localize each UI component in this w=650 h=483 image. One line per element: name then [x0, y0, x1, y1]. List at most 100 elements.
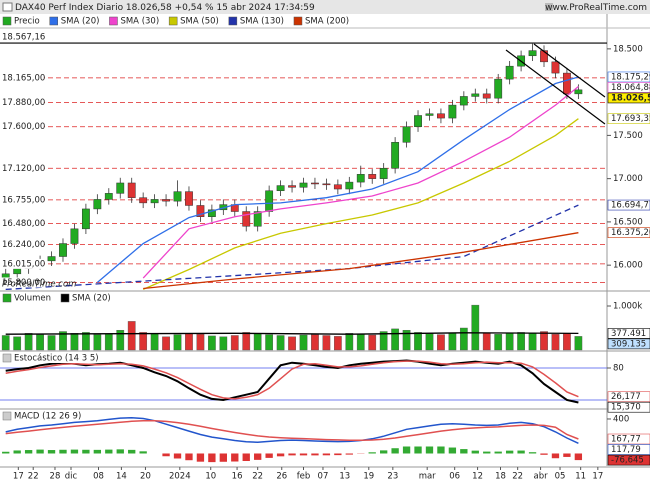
bar [128, 449, 136, 454]
bar [265, 453, 273, 458]
value-label: 18.026,58 [611, 93, 650, 103]
series-line [143, 232, 579, 290]
candle-body [59, 243, 67, 257]
legend-swatch [228, 16, 238, 26]
bar [425, 333, 434, 351]
x-tick-label: 2024 [169, 472, 191, 482]
legend-swatch [168, 16, 178, 26]
candle-body [196, 205, 205, 217]
y-tick-label: 1.000k [613, 301, 642, 311]
value-label: 17.693,35 [611, 114, 650, 124]
bar [1, 335, 10, 351]
bar [127, 321, 136, 351]
level-label-bg [0, 277, 44, 288]
bar [105, 449, 113, 454]
value-label: 16.694,77 [611, 201, 650, 211]
bar [551, 453, 560, 459]
candle-body [540, 50, 548, 63]
x-tick-label: 28 [50, 472, 61, 482]
bar [414, 446, 422, 454]
series-line [5, 204, 579, 291]
title-swatch [2, 353, 12, 363]
candle-body [242, 211, 251, 227]
x-tick-label: 18 [495, 472, 506, 482]
level-label: 17.120,00 [2, 164, 45, 174]
x-tick-label: 22 [28, 472, 39, 482]
bar [471, 304, 480, 351]
panel [1, 304, 583, 351]
bar [322, 335, 331, 351]
y-tick-label: 18.500 [613, 44, 643, 54]
title-bg [13, 353, 101, 363]
value-label: 15,370 [611, 403, 641, 413]
bar [517, 332, 525, 351]
bar [391, 328, 399, 351]
bar [208, 335, 216, 351]
candle-body [425, 113, 434, 116]
bar [173, 453, 182, 459]
level-label: 17.880,00 [2, 98, 45, 108]
title-bg [13, 411, 84, 421]
bar [528, 333, 537, 351]
x-tick-label: mar [419, 472, 436, 482]
trend-channel [505, 43, 606, 125]
legend-label: SMA (20) [61, 17, 100, 27]
level-label-bg [0, 72, 44, 83]
bar [402, 446, 411, 454]
panel [0, 42, 607, 291]
series-line [5, 359, 579, 404]
candle-body [173, 191, 182, 202]
bar [254, 453, 262, 460]
value-label: 16.375,20 [611, 228, 650, 238]
bar [368, 452, 376, 454]
candle-body [528, 50, 537, 57]
level-label: 15.800,00 [2, 278, 45, 288]
bar [288, 336, 296, 351]
candle-body [471, 93, 480, 97]
x-tick-label: 16 [232, 472, 243, 482]
candle-body [276, 185, 285, 192]
candle-body [104, 193, 113, 200]
value-label-bg [607, 92, 650, 104]
legend-label: SMA (30) [120, 17, 159, 27]
header-icon [545, 3, 553, 11]
bar [494, 451, 502, 454]
bar [345, 333, 354, 351]
y-tick-label: 80 [613, 364, 624, 374]
value-label-bg [607, 71, 650, 83]
legend-swatch [2, 293, 12, 303]
value-label-bg [607, 199, 650, 211]
value-label: 18.064,88 [611, 83, 650, 93]
bar [311, 453, 319, 456]
level-label-bg [0, 239, 44, 250]
value-label-bg [607, 391, 650, 403]
candle-body [482, 93, 491, 99]
value-label-bg [607, 401, 650, 413]
bar [574, 453, 583, 461]
bar [196, 333, 205, 351]
value-label-bg [607, 227, 650, 239]
bar [59, 331, 67, 351]
header-icon [2, 2, 13, 12]
bar [93, 334, 102, 351]
bar [116, 449, 124, 454]
candle-body [70, 228, 79, 244]
candle-body [207, 209, 216, 217]
value-label: 117,79 [611, 445, 641, 455]
series-line [5, 416, 579, 444]
bar [311, 334, 319, 351]
level-label: 16.015,00 [2, 259, 45, 269]
brand: www.ProRealTime.com [545, 3, 647, 13]
level-label-bg [0, 218, 44, 229]
value-label-bg [607, 454, 650, 466]
series-line [96, 76, 579, 283]
x-tick-label: 13 [339, 472, 350, 482]
bar [24, 333, 33, 351]
legend-label: SMA (20) [72, 294, 111, 304]
bar [379, 331, 388, 351]
x-tick-label: 20 [140, 472, 151, 482]
candle-body [299, 182, 308, 188]
bar [13, 336, 22, 351]
bar [242, 332, 251, 351]
